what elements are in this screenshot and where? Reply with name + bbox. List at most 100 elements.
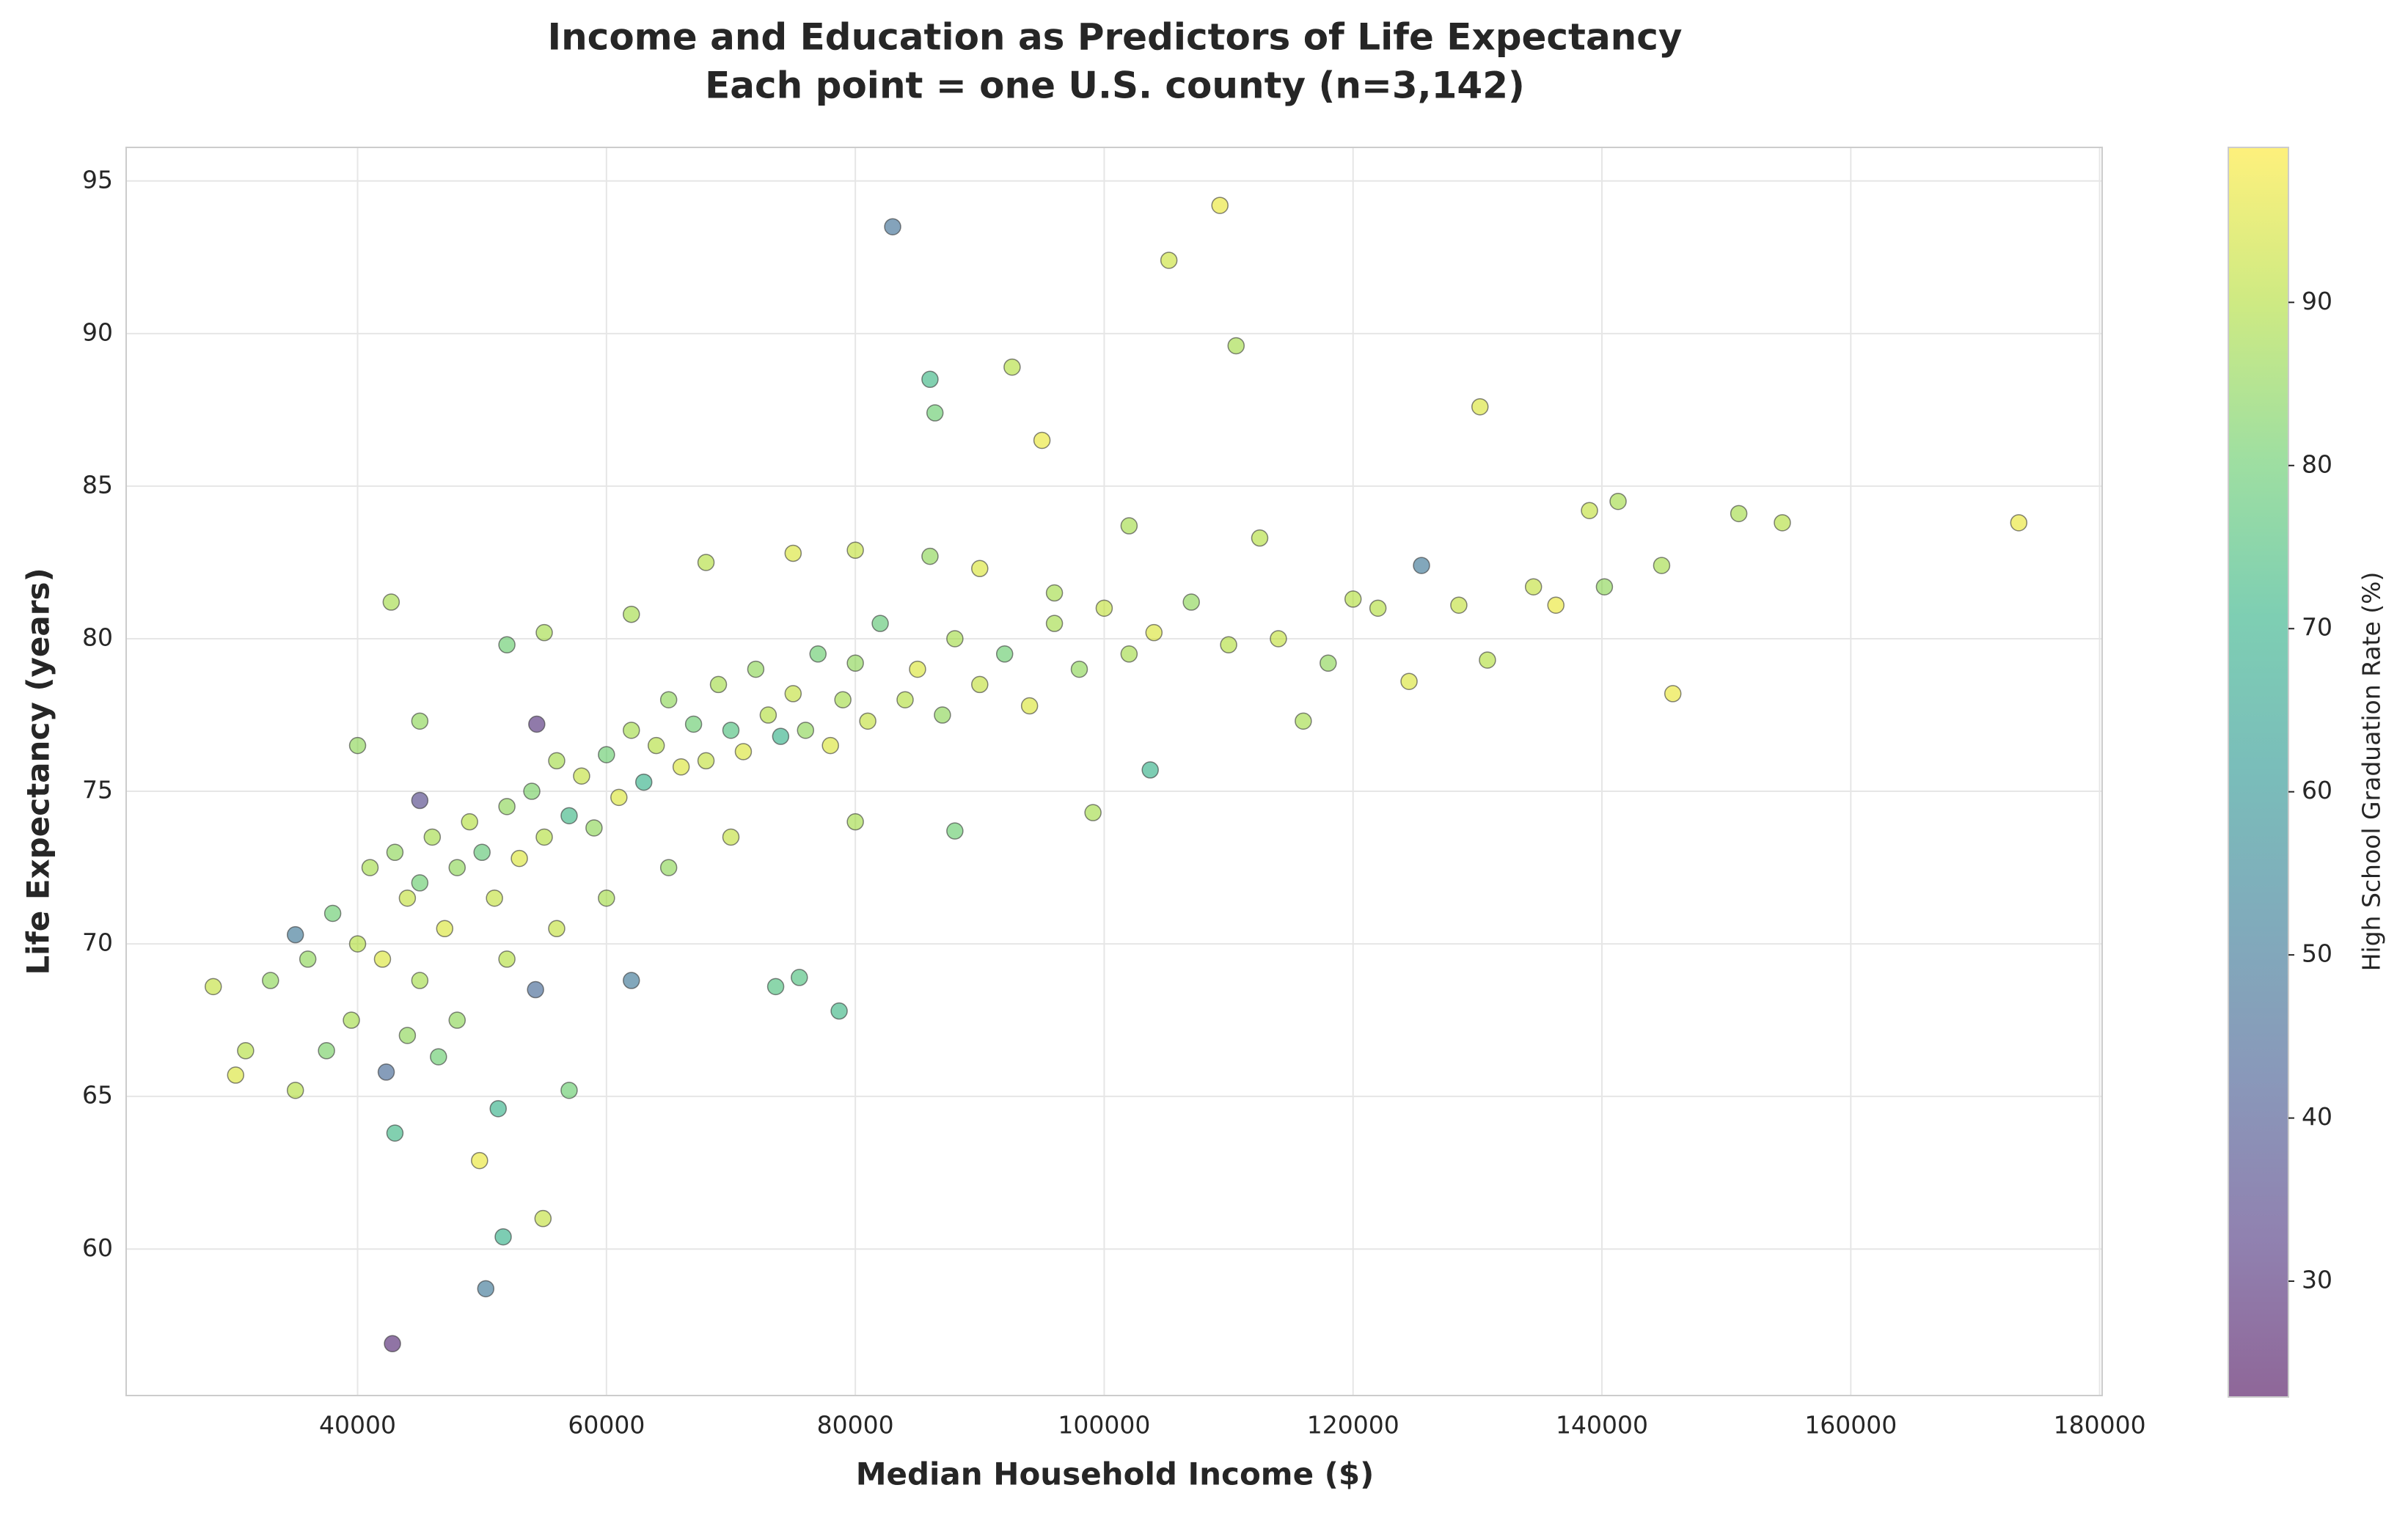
point (548, 920, 566, 938)
point (486, 889, 503, 907)
point (411, 972, 429, 989)
point (382, 593, 400, 611)
colorbar-tick-label: 60 (2302, 776, 2332, 804)
point (846, 654, 864, 672)
point (1084, 804, 1102, 821)
point (286, 925, 304, 944)
point (1120, 517, 1138, 535)
point (784, 685, 802, 703)
point (1220, 636, 1237, 654)
point (934, 706, 951, 724)
y-tick-label: 95 (82, 165, 113, 194)
point (1320, 654, 1337, 672)
point (348, 935, 367, 953)
x-tick-label: 80000 (817, 1411, 894, 1440)
point (386, 1124, 404, 1142)
point (510, 849, 528, 868)
point (697, 554, 715, 571)
x-tick-label: 140000 (1556, 1411, 1648, 1440)
point (205, 978, 222, 996)
point (423, 828, 442, 846)
point (659, 691, 678, 708)
point (821, 736, 839, 755)
point (573, 767, 590, 785)
point (1369, 599, 1387, 617)
point (921, 370, 939, 389)
point (384, 1335, 401, 1353)
point (471, 1151, 488, 1170)
y-tick-label: 90 (82, 318, 113, 346)
colorbar-gradient (2228, 147, 2289, 1398)
point (1295, 712, 1312, 730)
y-tick-label: 60 (82, 1233, 113, 1262)
point (448, 1011, 466, 1029)
point (1471, 397, 1489, 416)
point (1524, 578, 1542, 595)
point (1120, 645, 1138, 663)
point (1547, 596, 1565, 614)
point (343, 1011, 360, 1029)
point (926, 404, 944, 422)
point (1609, 492, 1627, 510)
point (461, 813, 478, 831)
point (348, 736, 367, 755)
point (623, 605, 640, 623)
point (734, 743, 753, 760)
colorbar-tick-label: 50 (2302, 939, 2332, 968)
point (1730, 505, 1748, 523)
point (1145, 623, 1163, 642)
point (386, 843, 404, 862)
point (1774, 514, 1791, 532)
point (523, 782, 541, 800)
points (205, 197, 2028, 1353)
point (535, 623, 553, 642)
point (528, 715, 546, 733)
point (448, 859, 466, 876)
y-tick-label: 85 (82, 470, 113, 499)
y-tick-label: 75 (82, 776, 113, 804)
point (598, 889, 615, 907)
point (323, 904, 342, 923)
point (377, 1063, 395, 1081)
point (1020, 697, 1039, 715)
point (1070, 660, 1088, 678)
point (995, 645, 1014, 663)
point (1479, 651, 1496, 669)
point (489, 1100, 507, 1118)
point (237, 1042, 255, 1060)
chart-subtitle: Each point = one U.S. county (n=3,142) (705, 65, 1525, 107)
point (473, 843, 491, 862)
point (1160, 252, 1178, 269)
point (318, 1042, 335, 1060)
colorbar-label: High School Graduation Rate (%) (2357, 572, 2386, 972)
point (884, 218, 901, 235)
point (498, 636, 516, 654)
point (697, 752, 715, 770)
point (548, 752, 566, 770)
point (1450, 596, 1468, 614)
point (759, 706, 777, 724)
point (1045, 615, 1064, 632)
point (1227, 337, 1245, 355)
point (299, 950, 317, 968)
point (1595, 578, 1614, 595)
point (709, 675, 728, 694)
point (859, 712, 877, 730)
point (535, 828, 553, 846)
point (1664, 685, 1682, 703)
point (1413, 557, 1430, 574)
point (1182, 593, 1200, 611)
point (747, 660, 765, 678)
grid (126, 147, 2102, 1396)
colorbar-tick-label: 30 (2302, 1266, 2332, 1294)
point (494, 1228, 512, 1246)
point (846, 813, 864, 831)
y-tick-label: 65 (82, 1081, 113, 1110)
x-tick-label: 120000 (1307, 1411, 1399, 1440)
point (634, 773, 653, 791)
x-tick-label: 160000 (1804, 1411, 1897, 1440)
point (411, 874, 429, 892)
point (436, 920, 454, 938)
point (672, 758, 690, 776)
